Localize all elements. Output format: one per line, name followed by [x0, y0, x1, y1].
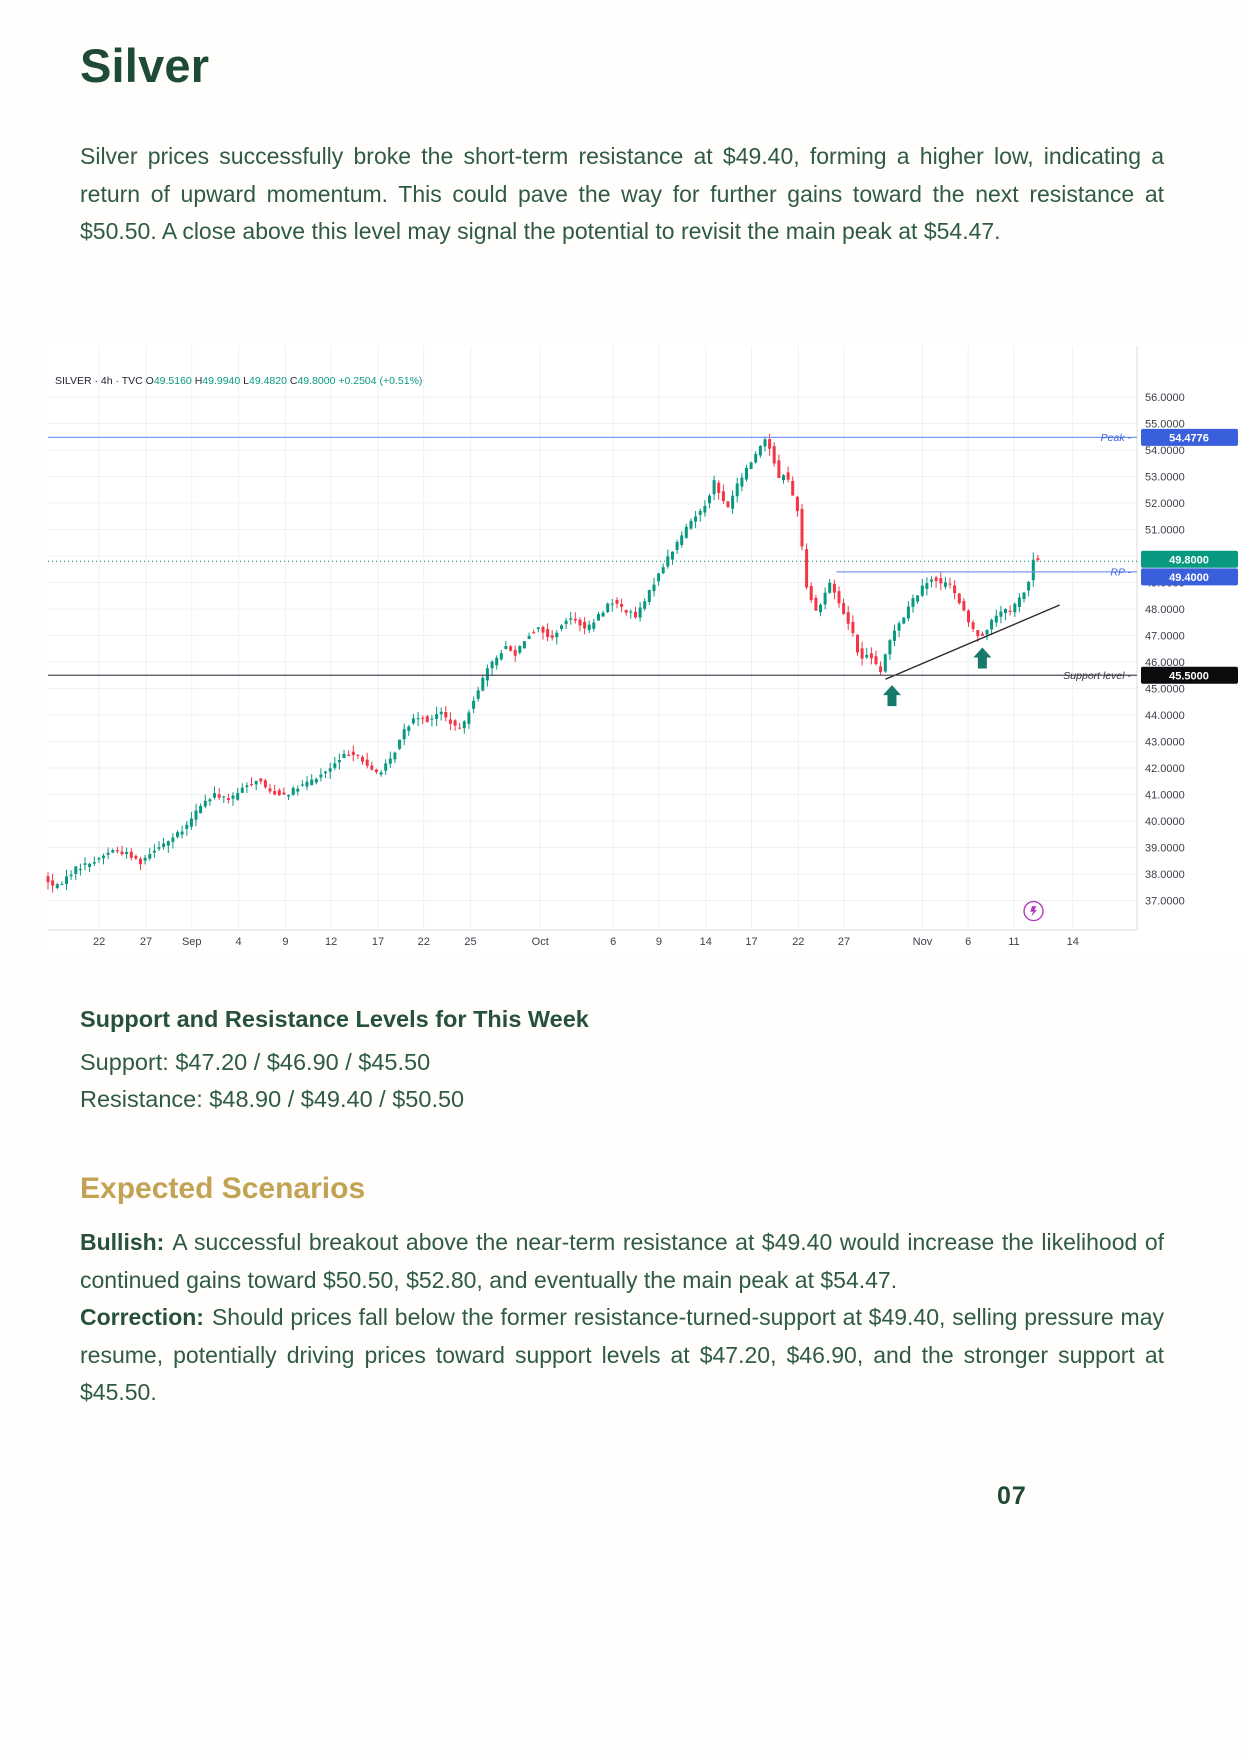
svg-text:17: 17 — [372, 936, 384, 948]
svg-text:37.0000: 37.0000 — [1145, 896, 1185, 908]
up-arrow-marker — [882, 685, 901, 707]
page-title: Silver — [80, 39, 210, 92]
svg-text:42.0000: 42.0000 — [1145, 763, 1185, 775]
svg-text:41.0000: 41.0000 — [1145, 790, 1185, 802]
svg-text:49.4000: 49.4000 — [1169, 572, 1209, 584]
svg-text:27: 27 — [838, 936, 850, 948]
scenarios-body: Bullish: A successful breakout above the … — [80, 1224, 1164, 1412]
svg-text:14: 14 — [1067, 936, 1079, 948]
svg-text:RP -: RP - — [1110, 566, 1131, 578]
svg-text:9: 9 — [282, 936, 288, 948]
svg-text:Sep: Sep — [182, 936, 202, 948]
svg-text:11: 11 — [1008, 936, 1019, 948]
correction-label: Correction: — [80, 1304, 204, 1330]
svg-text:Support level -: Support level - — [1063, 670, 1131, 682]
svg-text:54.4776: 54.4776 — [1169, 432, 1209, 444]
up-arrow-marker — [973, 647, 992, 669]
trendline — [885, 604, 1060, 680]
price-box-support — [1141, 666, 1238, 684]
candlestick-chart[interactable]: 56.0000 55.0000 54.0000 53.0000 52.0000 51.00… — [45, 338, 1241, 952]
svg-text:49.8000: 49.8000 — [1169, 554, 1209, 566]
boost-icon — [1023, 900, 1044, 922]
levels-heading: Support and Resistance Levels for This W… — [80, 1006, 589, 1032]
levels-section: Support and Resistance Levels for This W… — [80, 1006, 980, 1118]
svg-text:6: 6 — [610, 936, 616, 948]
svg-text:54.0000: 54.0000 — [1145, 445, 1185, 457]
intro-paragraph: Silver prices successfully broke the sho… — [80, 143, 1164, 244]
svg-text:9: 9 — [656, 936, 662, 948]
bullish-text: A successful breakout above the near-ter… — [80, 1229, 1164, 1293]
correction-text: Should prices fall below the former resi… — [80, 1304, 1164, 1405]
svg-text:25: 25 — [464, 936, 476, 948]
svg-text:45.0000: 45.0000 — [1145, 684, 1185, 696]
page-number: 07 — [997, 1482, 1027, 1510]
bullish-paragraph: Bullish: A successful breakout above the … — [80, 1224, 1164, 1299]
svg-text:48.0000: 48.0000 — [1145, 604, 1185, 616]
svg-text:55.0000: 55.0000 — [1145, 419, 1185, 431]
svg-text:38.0000: 38.0000 — [1145, 869, 1185, 881]
svg-text:27: 27 — [140, 936, 152, 948]
svg-text:4: 4 — [236, 936, 242, 948]
svg-text:46.0000: 46.0000 — [1145, 657, 1185, 669]
chart-symbol-line: SILVER · 4h · TVC O49.5160 H49.9940 L49.… — [55, 375, 422, 387]
svg-text:Nov: Nov — [913, 936, 933, 948]
svg-text:Peak -: Peak - — [1101, 432, 1132, 444]
resistance-levels-text: Resistance: $48.90 / $49.40 / $50.50 — [80, 1086, 465, 1112]
svg-text:56.0000: 56.0000 — [1145, 392, 1185, 404]
bullish-label: Bullish: — [80, 1229, 165, 1255]
svg-text:14: 14 — [700, 936, 712, 948]
svg-text:44.0000: 44.0000 — [1145, 710, 1185, 722]
svg-text:45.5000: 45.5000 — [1169, 670, 1209, 682]
price-box-peak — [1141, 428, 1238, 446]
svg-text:39.0000: 39.0000 — [1145, 843, 1185, 855]
svg-text:Oct: Oct — [532, 936, 549, 948]
svg-text:52.0000: 52.0000 — [1145, 498, 1185, 510]
svg-text:22: 22 — [792, 936, 804, 948]
chart-canvas[interactable]: 56.0000 55.0000 54.0000 53.0000 52.0000 51.00… — [45, 338, 1241, 952]
svg-text:40.0000: 40.0000 — [1145, 816, 1185, 828]
price-box-rp — [1141, 568, 1238, 586]
svg-text:12: 12 — [325, 936, 337, 948]
price-box-last-price — [1141, 550, 1238, 568]
svg-text:53.0000: 53.0000 — [1145, 472, 1185, 484]
support-levels-text: Support: $47.20 / $46.90 / $45.50 — [80, 1049, 431, 1075]
svg-text:22: 22 — [93, 936, 105, 948]
candles — [46, 433, 1040, 893]
correction-paragraph: Correction: Should prices fall below the … — [80, 1299, 1164, 1412]
svg-text:22: 22 — [418, 936, 430, 948]
svg-text:43.0000: 43.0000 — [1145, 737, 1185, 749]
svg-text:47.0000: 47.0000 — [1145, 631, 1185, 643]
svg-text:6: 6 — [965, 936, 971, 948]
svg-text:51.0000: 51.0000 — [1145, 525, 1185, 537]
scenarios-heading: Expected Scenarios — [80, 1172, 366, 1205]
svg-text:17: 17 — [745, 936, 757, 948]
